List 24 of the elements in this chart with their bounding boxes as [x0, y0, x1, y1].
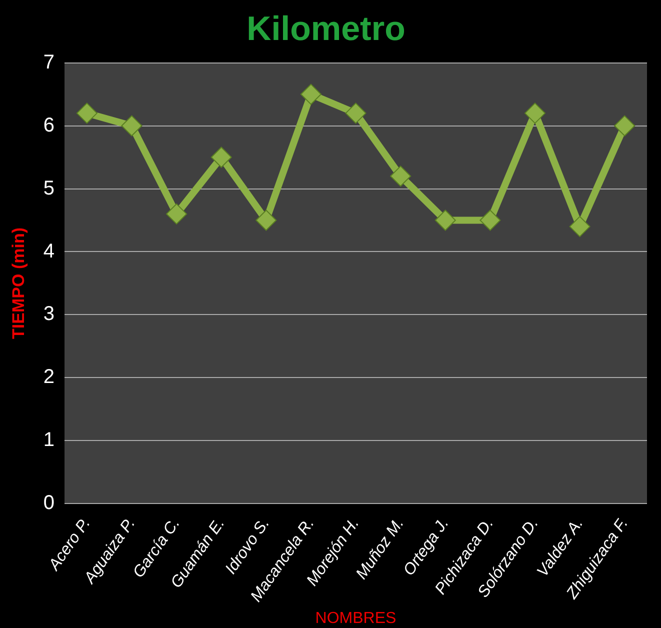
y-tick-label: 1 — [43, 429, 55, 452]
y-tick-label: 0 — [43, 492, 55, 514]
x-axis-title: NOMBRES — [315, 610, 396, 627]
point — [569, 216, 590, 238]
point — [256, 210, 277, 231]
y-tick-label: 2 — [43, 366, 55, 388]
point — [480, 210, 501, 231]
point — [210, 146, 232, 168]
point — [345, 102, 366, 124]
y-tick-label: 4 — [43, 240, 55, 262]
y-tick-label: 6 — [43, 114, 55, 136]
chart-title: Kilometro — [246, 10, 406, 48]
point — [166, 203, 188, 224]
y-axis-title: TIEMPO (min) — [8, 228, 28, 339]
point — [434, 210, 456, 231]
point — [300, 84, 322, 105]
y-tick-label: 7 — [43, 51, 55, 74]
point — [121, 115, 142, 136]
point — [524, 102, 546, 124]
point — [614, 115, 636, 136]
y-tick-label: 5 — [43, 177, 55, 200]
point — [390, 166, 412, 187]
y-tick-label: 3 — [43, 303, 55, 326]
point — [76, 102, 98, 124]
